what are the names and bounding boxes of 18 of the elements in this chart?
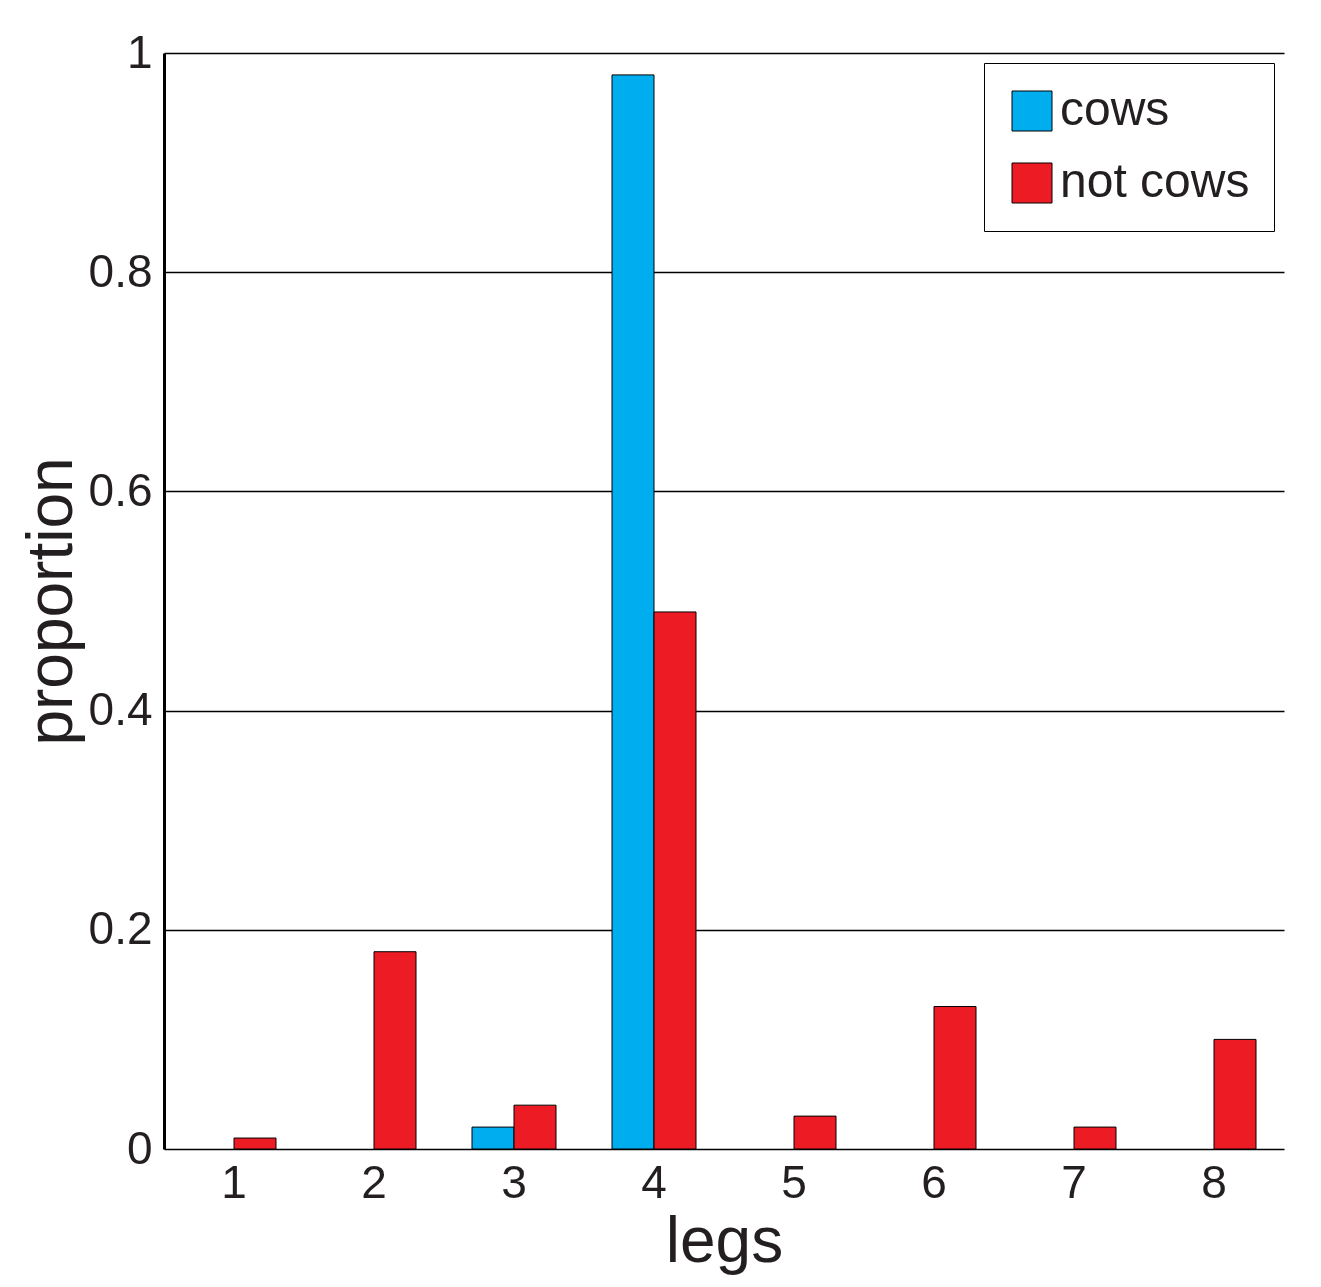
- x-tick-label: 6: [921, 1155, 947, 1208]
- y-tick-label: 1: [126, 25, 153, 78]
- x-tick-label: 7: [1061, 1155, 1087, 1208]
- x-tick-label: 8: [1201, 1155, 1227, 1208]
- legend-label: cows: [1060, 82, 1170, 135]
- x-tick-label: 4: [641, 1155, 667, 1208]
- y-tick-label: 0.4: [88, 683, 153, 736]
- y-tick-label: 0.8: [88, 244, 153, 297]
- legend-label: not cows: [1060, 154, 1250, 207]
- x-axis-title: legs: [665, 1203, 784, 1276]
- x-tick-label: 5: [781, 1155, 807, 1208]
- x-tick-label: 3: [501, 1155, 527, 1208]
- y-tick-label: 0: [126, 1121, 153, 1174]
- y-axis-title: proportion: [13, 457, 86, 746]
- y-tick-label: 0.6: [88, 463, 153, 516]
- x-tick-label: 1: [221, 1155, 247, 1208]
- y-tick-label: 0.2: [88, 902, 153, 955]
- x-tick-label: 2: [361, 1155, 387, 1208]
